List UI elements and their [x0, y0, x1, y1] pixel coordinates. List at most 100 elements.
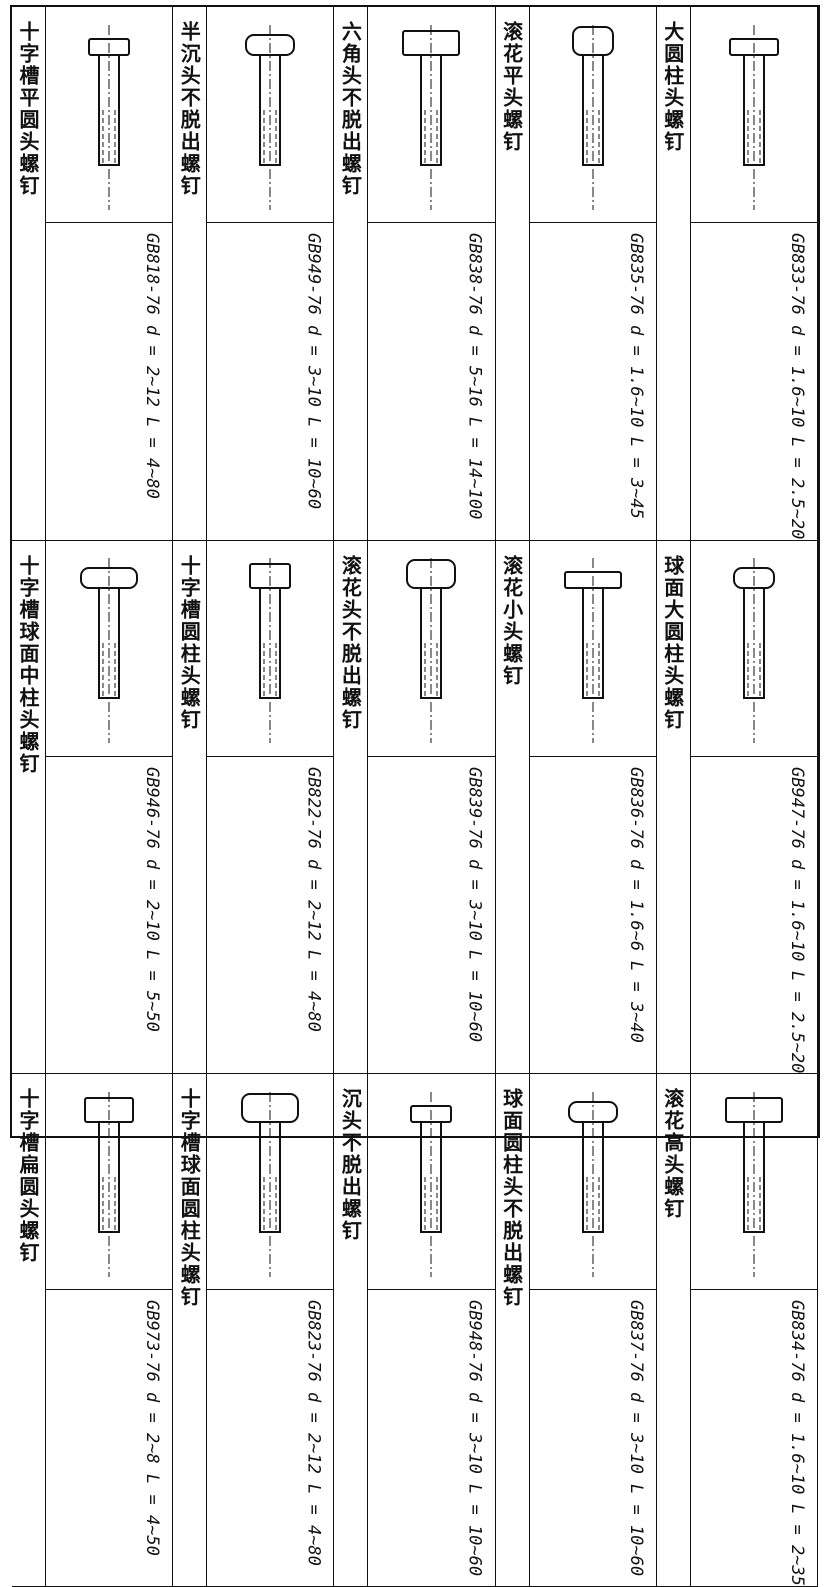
screw-table: 十字槽平圆头螺钉 GB818-76 d = 2~12 L = 4~80 半沉头不脱出螺… [10, 5, 820, 1587]
diameter: d = 1.6~10 [786, 324, 807, 428]
length: L = 5~50 [142, 950, 163, 1033]
standard: GB949-76 [303, 233, 324, 315]
screw-cell: 半沉头不脱出螺钉 GB949-76 d = 3~10 L = 10~60 [173, 7, 335, 541]
standard: GB834-76 [786, 1300, 807, 1383]
spec: GB834-76 d = 1.6~10 L = 2~35 [690, 1289, 817, 1586]
drawing [691, 1074, 817, 1289]
screw-cell: 滚花头不脱出螺钉 GB839-76 d = 3~10 L = 10~60 [334, 540, 496, 1075]
drawing [46, 541, 172, 756]
standard: GB836-76 [625, 766, 646, 849]
screw-name: 滚花平头螺钉 [496, 7, 530, 540]
screw-cell: 沉头不脱出螺钉 GB948-76 d = 3~10 L = 10~60 [334, 1074, 496, 1587]
screw-name: 十字槽圆柱头螺钉 [173, 540, 208, 1074]
screw-name: 大圆柱头螺钉 [657, 7, 691, 540]
spec: GB949-76 d = 3~10 L = 10~60 [207, 222, 334, 540]
screw-name: 十字槽平圆头螺钉 [12, 7, 46, 540]
screw-cell: 十字槽球面中柱头螺钉 GB946-76 d = 2~10 L = 5~50 [12, 540, 174, 1075]
screw-drawing [567, 1091, 618, 1277]
length: L = 3~45 [625, 437, 646, 520]
diameter: d = 3~10 [464, 858, 485, 941]
length: L = 2.5~20 [786, 970, 807, 1074]
screw-drawing [88, 24, 131, 210]
spec: GB838-76 d = 5~16 L = 14~100 [368, 222, 495, 540]
spec: GB818-76 d = 2~12 L = 4~80 [46, 222, 173, 540]
standard: GB838-76 [464, 233, 485, 315]
length: L = 14~100 [464, 416, 485, 520]
screw-drawing [80, 558, 139, 744]
length: L = 4~50 [142, 1473, 163, 1556]
screw-drawing [249, 558, 292, 744]
screw-cell: 滚花平头螺钉 GB835-76 d = 1.6~10 L = 3~45 [495, 7, 657, 541]
drawing [207, 1074, 333, 1289]
standard: GB837-76 [625, 1300, 646, 1383]
screw-cell: 十字槽平圆头螺钉 GB818-76 d = 2~12 L = 4~80 [12, 7, 174, 541]
length: L = 10~60 [625, 1484, 646, 1577]
screw-cell: 十字槽圆柱头螺钉 GB822-76 d = 2~12 L = 4~80 [173, 540, 335, 1075]
drawing [530, 541, 656, 756]
diameter: d = 1.6~10 [786, 1392, 807, 1495]
screw-drawing [402, 24, 461, 210]
standard: GB947-76 [786, 766, 807, 849]
diameter: d = 2~12 [303, 858, 324, 941]
spec: GB833-76 d = 1.6~10 L = 2.5~20 [690, 222, 817, 540]
length: L = 4~80 [303, 950, 324, 1033]
spec: GB948-76 d = 3~10 L = 10~60 [368, 1289, 495, 1586]
spec: GB973-76 d = 2~8 L = 4~50 [46, 1289, 173, 1586]
screw-drawing [241, 1091, 300, 1277]
diameter: d = 3~10 [625, 1392, 646, 1474]
length: L = 4~80 [303, 1484, 324, 1566]
standard: GB835-76 [625, 233, 646, 315]
screw-name: 十字槽球面中柱头螺钉 [12, 540, 46, 1074]
diameter: d = 2~10 [142, 858, 163, 941]
screw-name: 沉头不脱出螺钉 [334, 1074, 369, 1587]
spec: GB836-76 d = 1.6~6 L = 3~40 [529, 755, 656, 1074]
length: L = 4~80 [142, 416, 163, 499]
screw-cell: 十字槽球面圆柱头螺钉 GB823-76 d = 2~12 L = 4~80 [173, 1074, 335, 1587]
drawing [691, 7, 817, 222]
drawing [530, 1074, 656, 1289]
screw-name: 六角头不脱出螺钉 [334, 7, 369, 540]
screw-cell: 大圆柱头螺钉 GB833-76 d = 1.6~10 L = 2.5~20 [656, 7, 818, 541]
length: L = 10~60 [303, 416, 324, 509]
standard: GB839-76 [464, 766, 485, 849]
screw-cell: 球面圆柱头不脱出螺钉 GB837-76 d = 3~10 L = 10~60 [495, 1074, 657, 1587]
standard: GB818-76 [142, 233, 163, 315]
screw-name: 十字槽扁圆头螺钉 [12, 1074, 46, 1587]
screw-name: 球面圆柱头不脱出螺钉 [496, 1074, 530, 1587]
standard: GB833-76 [786, 233, 807, 315]
standard: GB948-76 [464, 1300, 485, 1383]
diameter: d = 1.6~6 [625, 858, 646, 951]
spec: GB835-76 d = 1.6~10 L = 3~45 [529, 222, 656, 540]
screw-name: 滚花小头螺钉 [496, 540, 530, 1074]
screw-drawing [728, 24, 779, 210]
diameter: d = 3~10 [303, 324, 324, 407]
length: L = 10~60 [464, 1484, 485, 1577]
length: L = 10~60 [464, 950, 485, 1043]
standard: GB823-76 [303, 1300, 324, 1383]
drawing [46, 1074, 172, 1289]
drawing [691, 541, 817, 756]
standard: GB973-76 [142, 1300, 163, 1383]
screw-cell: 滚花小头螺钉 GB836-76 d = 1.6~6 L = 3~40 [495, 540, 657, 1075]
diameter: d = 1.6~10 [625, 324, 646, 428]
screw-drawing [732, 558, 775, 744]
spec: GB946-76 d = 2~10 L = 5~50 [46, 755, 173, 1074]
drawing [530, 7, 656, 222]
screw-drawing [84, 1091, 135, 1277]
drawing [368, 7, 494, 222]
screw-cell: 滚花高头螺钉 GB834-76 d = 1.6~10 L = 2~35 [656, 1074, 818, 1587]
length: L = 2.5~20 [786, 437, 807, 540]
screw-name: 半沉头不脱出螺钉 [173, 7, 208, 540]
diameter: d = 2~8 [142, 1392, 163, 1464]
drawing [368, 1074, 494, 1289]
spec: GB822-76 d = 2~12 L = 4~80 [207, 755, 334, 1074]
screw-name: 滚花头不脱出螺钉 [334, 540, 369, 1074]
spec: GB839-76 d = 3~10 L = 10~60 [368, 755, 495, 1074]
screw-drawing [563, 558, 622, 744]
spec: GB837-76 d = 3~10 L = 10~60 [529, 1289, 656, 1586]
screw-drawing [245, 24, 296, 210]
diameter: d = 2~12 [142, 324, 163, 407]
screw-drawing [571, 24, 614, 210]
screw-cell: 六角头不脱出螺钉 GB838-76 d = 5~16 L = 14~100 [334, 7, 496, 541]
standard: GB946-76 [142, 766, 163, 849]
